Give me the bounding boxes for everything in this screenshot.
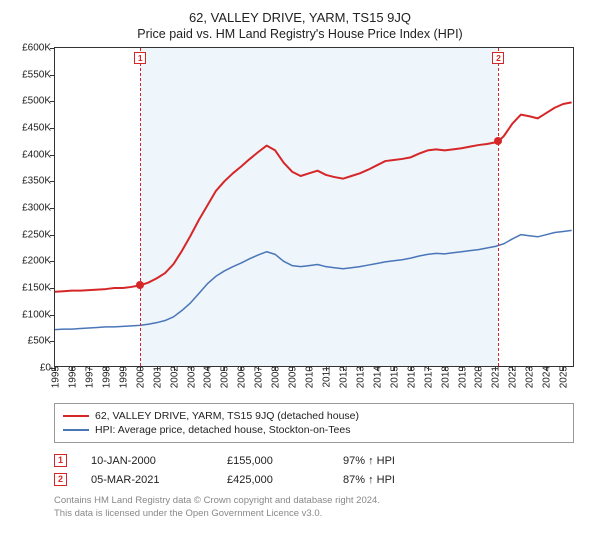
footer-attribution: Contains HM Land Registry data © Crown c… — [54, 495, 574, 521]
sales-row: 1 10-JAN-2000 £155,000 97% ↑ HPI — [54, 451, 574, 470]
sale-vline — [140, 48, 141, 366]
sales-row-pct: 97% ↑ HPI — [343, 455, 433, 467]
chart-container: 62, VALLEY DRIVE, YARM, TS15 9JQ Price p… — [0, 0, 600, 527]
series-line-price_paid — [55, 102, 572, 291]
series-line-hpi — [55, 230, 572, 329]
sales-row-price: £425,000 — [227, 474, 337, 486]
sale-marker-box: 2 — [492, 52, 504, 64]
legend: 62, VALLEY DRIVE, YARM, TS15 9JQ (detach… — [54, 403, 574, 443]
sales-row-marker: 1 — [54, 454, 67, 467]
legend-swatch — [63, 429, 89, 431]
series-svg — [55, 48, 575, 368]
sales-row-date: 10-JAN-2000 — [91, 455, 221, 467]
sale-marker-dot — [136, 281, 144, 289]
legend-swatch — [63, 415, 89, 417]
sales-table: 1 10-JAN-2000 £155,000 97% ↑ HPI 2 05-MAR-202… — [54, 451, 574, 489]
sales-row: 2 05-MAR-2021 £425,000 87% ↑ HPI — [54, 470, 574, 489]
chart-title-sub: Price paid vs. HM Land Registry's House … — [10, 27, 590, 41]
legend-row: 62, VALLEY DRIVE, YARM, TS15 9JQ (detach… — [63, 409, 565, 423]
sales-row-marker: 2 — [54, 473, 67, 486]
sale-marker-dot — [494, 137, 502, 145]
chart-title-address: 62, VALLEY DRIVE, YARM, TS15 9JQ — [10, 10, 590, 25]
sale-marker-box: 1 — [134, 52, 146, 64]
sale-vline — [498, 48, 499, 366]
legend-row: HPI: Average price, detached house, Stoc… — [63, 423, 565, 437]
plot-area: £0£50K£100K£150K£200K£250K£300K£350K£400… — [54, 47, 574, 367]
footer-line-1: Contains HM Land Registry data © Crown c… — [54, 495, 574, 508]
sales-row-date: 05-MAR-2021 — [91, 474, 221, 486]
sales-row-price: £155,000 — [227, 455, 337, 467]
sales-row-pct: 87% ↑ HPI — [343, 474, 433, 486]
footer-line-2: This data is licensed under the Open Gov… — [54, 508, 574, 521]
legend-label: 62, VALLEY DRIVE, YARM, TS15 9JQ (detach… — [95, 410, 359, 422]
legend-label: HPI: Average price, detached house, Stoc… — [95, 424, 350, 436]
